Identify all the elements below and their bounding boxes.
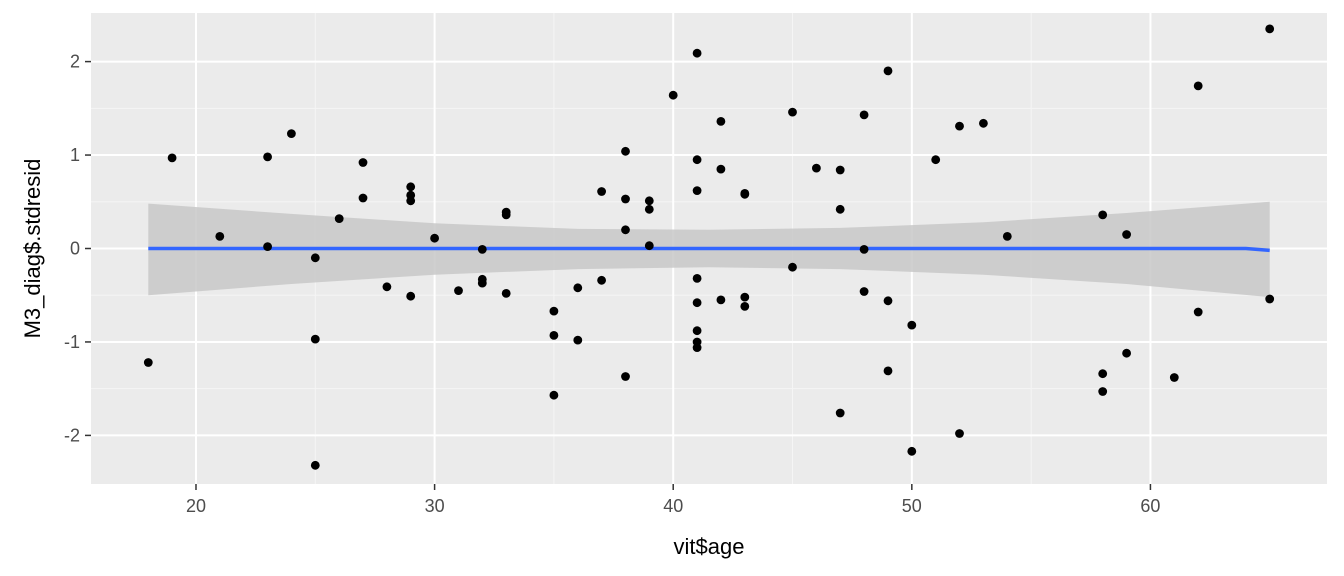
data-point	[621, 146, 630, 156]
data-point	[740, 189, 750, 199]
data-point	[740, 302, 750, 311]
y-tick-label: -2	[64, 425, 80, 445]
data-point	[382, 282, 392, 292]
data-point	[907, 320, 917, 330]
data-point	[692, 155, 702, 165]
data-point	[358, 158, 368, 167]
data-point	[1002, 232, 1012, 241]
data-point	[1098, 387, 1108, 396]
data-point	[716, 117, 726, 126]
data-point	[454, 286, 463, 295]
data-point	[859, 245, 869, 254]
data-point	[716, 164, 726, 174]
y-tick-label: 2	[70, 52, 80, 72]
data-point	[931, 155, 941, 165]
x-tick-label: 30	[425, 496, 445, 516]
x-tick-label: 20	[186, 496, 206, 516]
data-point	[573, 283, 583, 293]
data-point	[1169, 373, 1179, 382]
data-point	[644, 204, 654, 214]
data-point	[621, 372, 630, 381]
data-point	[883, 296, 893, 306]
x-tick-label: 40	[663, 496, 683, 516]
data-point	[549, 331, 559, 340]
data-point	[668, 90, 678, 100]
x-tick-label: 50	[902, 496, 922, 516]
data-point	[692, 343, 702, 352]
data-point	[788, 107, 797, 117]
data-point	[716, 295, 726, 305]
data-point	[430, 233, 439, 243]
data-point	[310, 334, 320, 344]
data-point	[143, 358, 153, 367]
data-point	[477, 245, 487, 254]
data-point	[907, 446, 917, 456]
data-point	[263, 152, 272, 162]
data-point	[501, 210, 511, 220]
data-point	[788, 262, 797, 272]
data-point	[406, 182, 416, 192]
y-tick-label: 0	[70, 239, 80, 259]
data-point	[406, 291, 416, 301]
data-point	[263, 242, 272, 252]
data-point	[1193, 81, 1203, 91]
data-point	[812, 163, 821, 173]
data-point	[1098, 210, 1108, 220]
data-point	[1265, 24, 1275, 34]
data-point	[835, 408, 845, 418]
data-point	[310, 253, 320, 263]
data-point	[835, 165, 845, 175]
data-point	[215, 232, 225, 241]
data-point	[883, 366, 893, 376]
data-point	[621, 225, 630, 235]
y-tick-label: -1	[64, 332, 80, 352]
y-axis: -2 -1 0 1 2	[64, 52, 91, 445]
data-point	[597, 275, 606, 285]
data-point	[1122, 230, 1131, 239]
x-tick-label: 60	[1140, 496, 1160, 516]
y-tick-label: 1	[70, 145, 80, 165]
data-point	[406, 196, 416, 206]
data-point	[573, 335, 583, 345]
data-point	[477, 278, 487, 288]
data-point	[979, 118, 988, 128]
data-point	[334, 214, 344, 224]
x-axis-title: vit$age	[674, 534, 745, 559]
data-point	[955, 121, 964, 131]
data-points	[143, 24, 1275, 470]
data-point	[287, 129, 296, 139]
data-point	[859, 287, 869, 296]
data-point	[692, 326, 702, 336]
data-point	[644, 196, 654, 206]
data-point	[883, 66, 893, 76]
data-point	[1265, 294, 1275, 304]
data-point	[835, 204, 845, 214]
data-point	[167, 153, 177, 163]
data-point	[692, 274, 702, 283]
data-point	[358, 193, 368, 203]
data-point	[692, 186, 702, 196]
data-point	[859, 110, 869, 120]
data-point	[740, 292, 750, 302]
data-point	[621, 194, 630, 204]
data-point	[501, 289, 511, 298]
data-point	[597, 187, 606, 196]
data-point	[549, 306, 559, 316]
x-axis: 20 30 40 50 60	[186, 484, 1160, 516]
smooth-line	[148, 246, 1270, 253]
data-point	[692, 48, 702, 58]
data-point	[955, 429, 964, 438]
data-point	[1098, 369, 1108, 379]
data-point	[1193, 307, 1203, 317]
data-point	[549, 390, 559, 400]
y-axis-title: M3_diag$.stdresid	[20, 159, 45, 339]
data-point	[692, 298, 702, 308]
data-point	[644, 241, 654, 251]
data-point	[1122, 348, 1131, 358]
data-point	[310, 460, 320, 470]
